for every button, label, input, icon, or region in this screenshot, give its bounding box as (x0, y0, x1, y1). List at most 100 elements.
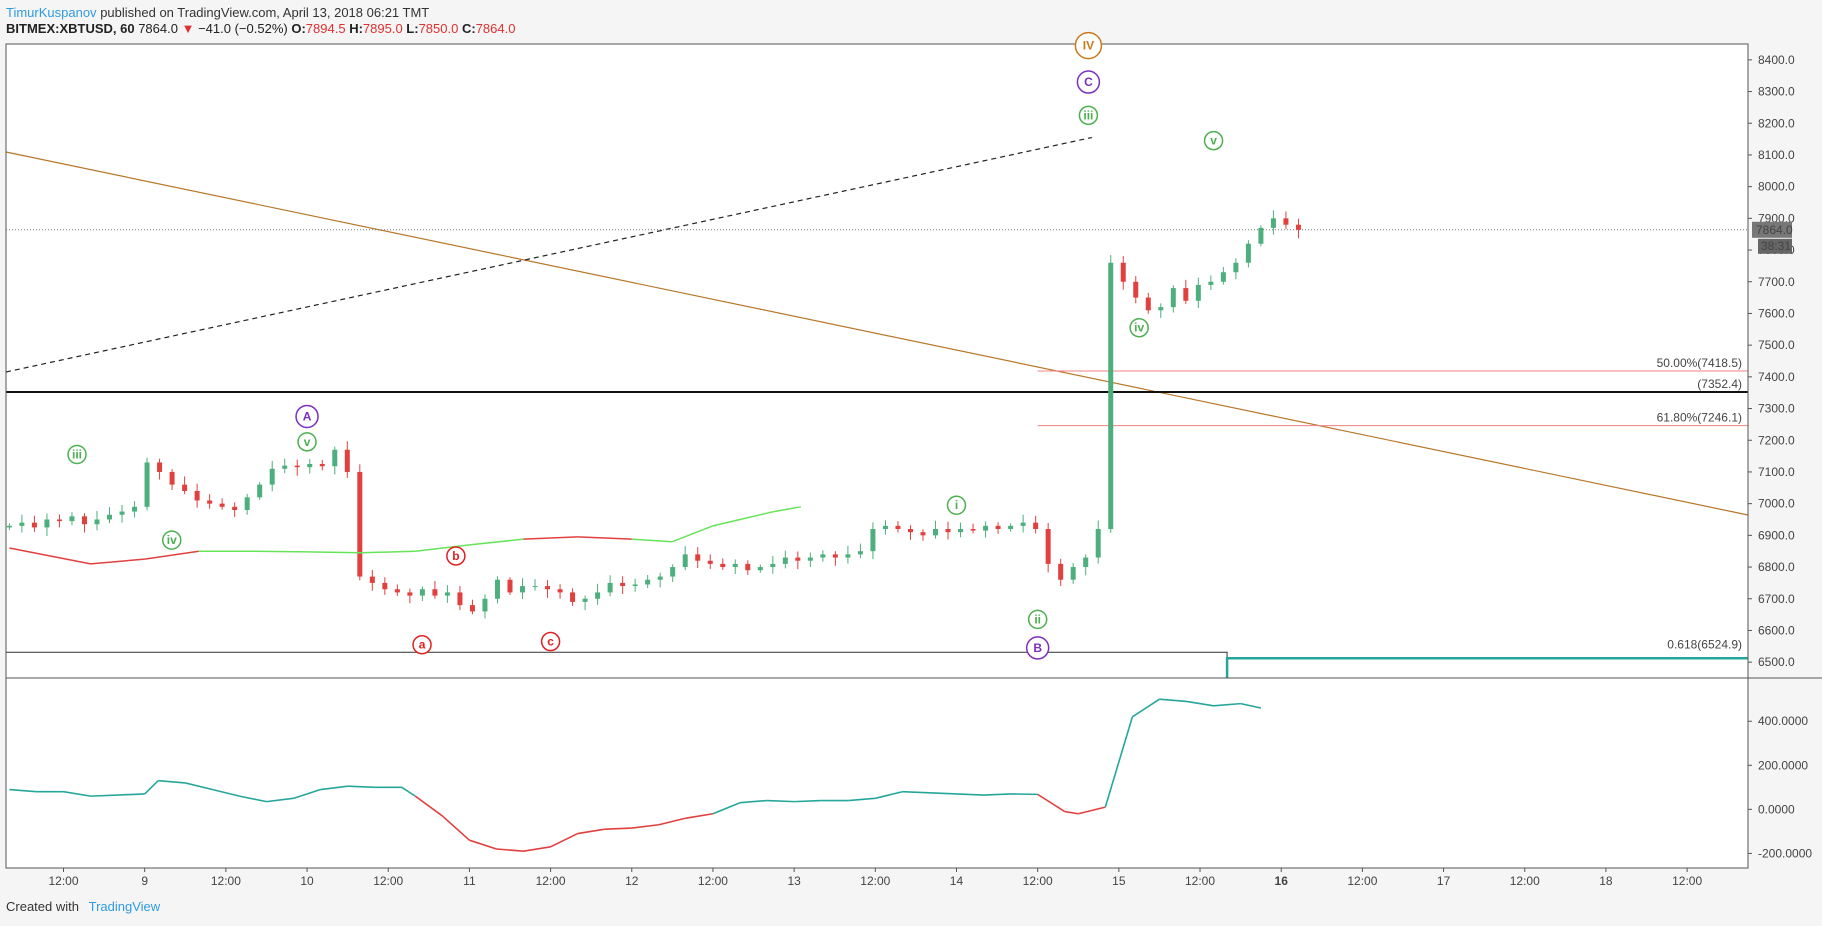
price-change: −41.0 (−0.52%) (198, 21, 288, 36)
candle-body (657, 576, 663, 580)
moving-average-segment (469, 538, 524, 546)
oscillator-segment (1064, 810, 1079, 815)
wave-label-circle (412, 634, 432, 655)
candle-body (845, 554, 851, 558)
candle-body (770, 563, 776, 568)
candle-body (482, 598, 488, 612)
candle-body (357, 471, 363, 577)
last-price-label: 7864.0 (1756, 223, 1793, 237)
oscillator-segment (144, 780, 159, 795)
time-tick-label: 17 (1437, 874, 1451, 888)
candle-body (56, 519, 62, 522)
time-tick-label: 12:00 (860, 874, 890, 888)
wave-label-circle (946, 495, 967, 515)
oscillator-segment (577, 828, 605, 835)
candle-body (469, 605, 475, 612)
moving-average-segment (252, 550, 308, 553)
candle-body (670, 567, 676, 577)
candle-body (1270, 218, 1276, 228)
candle-body (269, 468, 275, 485)
candle-body (44, 519, 50, 528)
oscillator-segment (1037, 793, 1066, 813)
time-tick-label: 12:00 (1672, 874, 1702, 888)
oscillator-segment (1131, 698, 1160, 718)
price-tick-label: 8200.0 (1758, 116, 1795, 130)
chart-frame (5, 43, 1749, 869)
moving-average-segment (577, 536, 632, 540)
wave-label-circle (161, 530, 182, 550)
wave-label-text: v (1210, 134, 1217, 148)
candle-body (958, 529, 964, 533)
trendline (5, 151, 1749, 516)
teal-step-line (1225, 657, 1748, 678)
time-tick-label: 16 (1275, 874, 1289, 888)
price-tick-label: 6700.0 (1758, 592, 1795, 606)
candle-body (407, 592, 413, 596)
candle-body (319, 464, 325, 467)
time-tick-label: 12:00 (211, 874, 241, 888)
candle-body (545, 586, 551, 590)
osc-tick-label: 200.0000 (1758, 758, 1808, 772)
candle-body (1283, 218, 1289, 225)
candle-body (144, 462, 150, 507)
tradingview-logo-link[interactable]: TradingView (88, 899, 161, 914)
candle-body (707, 560, 713, 564)
open-value: 7894.5 (305, 21, 346, 36)
oscillator-segment (469, 839, 497, 850)
candle-body (920, 532, 926, 536)
wave-label-text: iii (1083, 108, 1093, 122)
candle-body (394, 589, 400, 593)
price-tick-label: 8400.0 (1758, 53, 1795, 67)
published-text: published on TradingView.com, April 13, … (100, 5, 430, 20)
candle-body (1158, 307, 1164, 311)
candle-body (1233, 262, 1239, 273)
candle-body (194, 490, 200, 501)
close-label: C: (461, 21, 476, 36)
price-tick-label: 6900.0 (1758, 528, 1795, 542)
candle-body (682, 554, 688, 568)
candle-body (244, 497, 250, 510)
candle-body (807, 557, 813, 561)
wave-label-text: b (452, 549, 459, 563)
candle-body (507, 579, 513, 593)
candle-body (132, 506, 138, 512)
price-tick-label: 6800.0 (1758, 560, 1795, 574)
time-tick-label: 10 (300, 874, 314, 888)
candle-body (1083, 557, 1089, 568)
candle-body (369, 576, 375, 583)
candle-body (582, 598, 588, 602)
oscillator-pane[interactable] (9, 698, 1262, 852)
time-tick-label: 12:00 (1023, 874, 1053, 888)
moving-average-segment (712, 518, 741, 527)
candle-body (1020, 522, 1026, 526)
candle-body (1145, 297, 1151, 311)
author-link[interactable]: TimurKuspanov (6, 5, 97, 20)
high-label: H: (349, 21, 363, 36)
osc-tick-label: -200.0000 (1758, 846, 1812, 860)
publish-header: TimurKuspanov published on TradingView.c… (6, 4, 429, 21)
symbol-name: BITMEX:XBTUSD, 60 (6, 21, 135, 36)
moving-average-segment (672, 525, 714, 543)
wave-label-text: A (303, 409, 312, 423)
moving-average-segment (773, 506, 802, 513)
oscillator-segment (1240, 702, 1262, 709)
oscillator-segment (63, 790, 91, 797)
oscillator-segment (739, 799, 768, 804)
wave-label-text: B (1033, 641, 1042, 655)
price-pane[interactable]: (7352.4) 50.00%(7418.5) 61.80%(7246.1) 0.61… (5, 136, 1749, 679)
fib-level-label: 61.80%(7246.1) (1657, 411, 1742, 425)
fib-level-label: 50.00%(7418.5) (1657, 356, 1742, 370)
candle-body (307, 464, 313, 468)
wave-label-circle (297, 432, 317, 452)
oscillator-segment (414, 795, 443, 817)
wave-label-circle (1027, 609, 1048, 630)
oscillator-segment (90, 794, 118, 797)
fib-label-0618: 0.618(6524.9) (1667, 637, 1742, 651)
candle-body (570, 592, 576, 602)
wave-label-text: C (1084, 75, 1093, 89)
candle-body (983, 525, 989, 531)
candle-body (31, 522, 37, 528)
oscillator-segment (1078, 806, 1106, 815)
price-tick-label: 7100.0 (1758, 465, 1795, 479)
